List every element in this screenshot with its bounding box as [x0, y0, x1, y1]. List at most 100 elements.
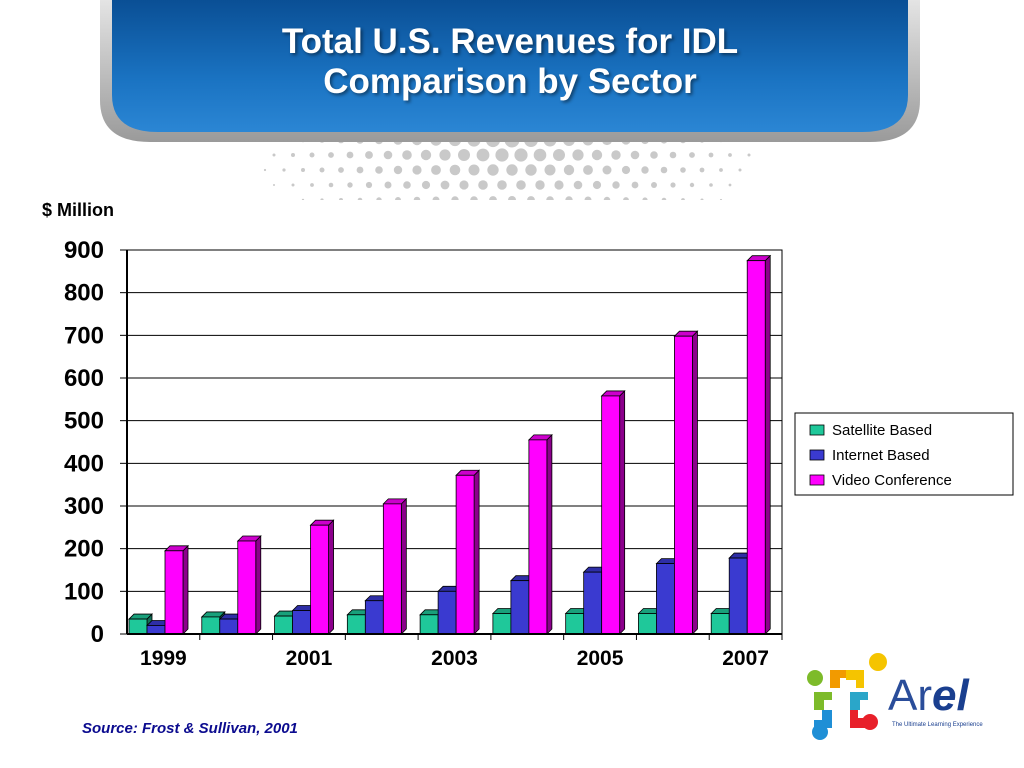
- decorative-dot: [291, 183, 295, 187]
- decorative-dot: [439, 149, 451, 161]
- decorative-dot: [309, 152, 315, 158]
- x-tick-label: 1999: [140, 647, 187, 670]
- decorative-dot: [384, 181, 392, 189]
- bar-front: [419, 614, 439, 635]
- decorative-dot: [544, 164, 556, 176]
- decorative-dot: [328, 182, 334, 188]
- decorative-dot: [631, 181, 639, 189]
- decorative-dot: [432, 196, 440, 200]
- bar-front: [656, 563, 675, 635]
- decorative-dot: [347, 182, 353, 188]
- decorative-dot: [525, 164, 537, 176]
- bar-video-conference-1999: [164, 544, 189, 635]
- bar-video-conference-2007: [746, 254, 772, 635]
- legend-label: Video Conference: [832, 472, 952, 489]
- y-tick-label: 200: [64, 536, 104, 563]
- decorative-dot: [328, 152, 334, 158]
- bar-front: [128, 618, 148, 635]
- bar-side: [182, 544, 189, 635]
- bar-front: [455, 474, 475, 635]
- decorative-dot: [623, 197, 629, 200]
- decorative-dot: [563, 164, 575, 176]
- bar-video-conference-2005: [600, 389, 626, 635]
- decorative-dot: [339, 198, 343, 200]
- decorative-dot: [291, 153, 295, 157]
- y-tick-label: 100: [64, 578, 104, 605]
- decorative-dot: [630, 150, 640, 160]
- decorative-dot: [621, 165, 631, 175]
- decorative-dot: [719, 168, 723, 172]
- decorative-dot: [402, 150, 412, 160]
- legend: Satellite Based Internet Based Video Confe…: [794, 412, 1014, 496]
- decorative-dot: [700, 198, 704, 200]
- decorative-dot: [412, 165, 422, 175]
- bar-front: [728, 557, 748, 635]
- decorative-dot: [272, 153, 276, 157]
- y-tick-label: 400: [64, 450, 104, 477]
- decorative-dot: [738, 168, 742, 172]
- decorative-dot: [680, 167, 686, 173]
- slide-title-line1: Total U.S. Revenues for IDL: [281, 22, 739, 61]
- decorative-dot: [681, 198, 685, 200]
- decorative-dot: [413, 196, 421, 200]
- logo-arrows-mark: [807, 653, 887, 740]
- decorative-dot: [506, 164, 518, 176]
- bar-side: [764, 254, 771, 635]
- bar-front: [492, 613, 512, 635]
- bar-front: [292, 610, 311, 635]
- bar-front: [583, 571, 603, 635]
- bar-front: [310, 524, 329, 635]
- bar-video-conference-2001: [309, 519, 335, 635]
- y-tick-label: 300: [64, 493, 104, 520]
- decorative-dot: [689, 152, 695, 158]
- decorative-dot: [553, 149, 565, 161]
- decorative-dot: [449, 164, 461, 176]
- decorative-dot: [747, 153, 751, 157]
- bar-video-conference-2000: [236, 535, 262, 635]
- decorative-dot: [514, 148, 528, 162]
- legend-box: [794, 412, 1014, 496]
- slide-title-line2: Comparison by Sector: [323, 62, 697, 101]
- decorative-dot: [699, 167, 705, 173]
- bar-front: [510, 580, 530, 635]
- y-tick-label: 800: [64, 280, 104, 307]
- bar-front: [601, 395, 621, 635]
- decorative-dot: [470, 196, 478, 200]
- bar-video-conference-2006: [673, 330, 699, 635]
- bar-side: [328, 519, 334, 635]
- legend-swatch: [809, 474, 825, 486]
- bar-video-conference-2002: [382, 497, 408, 635]
- bar-front: [274, 615, 293, 635]
- decorative-dot: [338, 167, 344, 173]
- decorative-dot: [263, 168, 267, 172]
- legend-label: Satellite Based: [832, 422, 932, 439]
- decorative-dot: [573, 180, 583, 190]
- decorative-dot: [719, 198, 723, 200]
- y-tick-label: 700: [64, 322, 104, 349]
- decorative-dot: [487, 164, 499, 176]
- decorative-dot: [282, 168, 286, 172]
- decorative-dot: [728, 183, 732, 187]
- decorative-dot: [641, 166, 649, 174]
- bar-front: [164, 550, 184, 635]
- decorative-dot: [670, 182, 676, 188]
- decorative-dot: [420, 149, 432, 161]
- bar-side: [546, 433, 553, 635]
- bar-front: [346, 614, 366, 635]
- decorative-dot: [533, 148, 547, 162]
- bar-front: [674, 335, 693, 635]
- bar-front: [746, 260, 766, 635]
- bar-front: [146, 625, 166, 635]
- legend-swatch: [809, 424, 825, 436]
- decorative-dot: [611, 150, 621, 160]
- decorative-dot: [376, 197, 382, 200]
- bar-front: [710, 613, 730, 635]
- decorative-dot: [319, 167, 325, 173]
- decorative-dot: [403, 181, 411, 189]
- decorative-dot: [393, 165, 403, 175]
- decorative-dot: [478, 180, 488, 190]
- x-tick-label: 2005: [577, 647, 624, 670]
- axes: [126, 250, 782, 635]
- y-tick-label: 900: [64, 237, 104, 264]
- decorative-dot: [375, 166, 383, 174]
